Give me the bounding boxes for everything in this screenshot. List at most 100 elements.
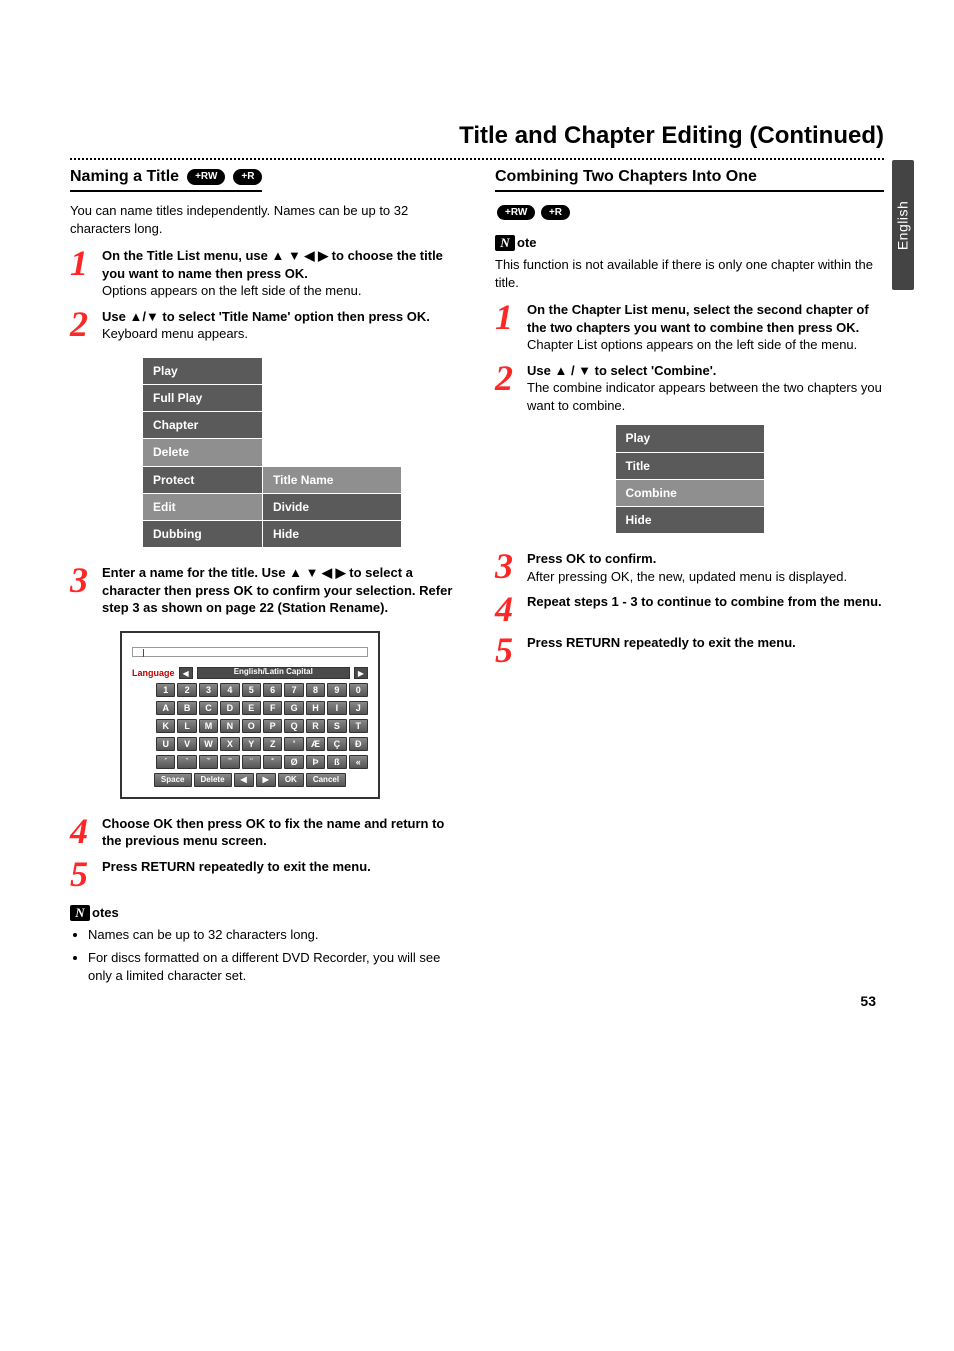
key[interactable]: L (177, 719, 196, 733)
lang-right-button[interactable]: ▶ (354, 667, 368, 679)
menu-item-hide[interactable]: Hide (615, 506, 764, 533)
keyboard-right-button[interactable]: ▶ (256, 773, 276, 787)
key[interactable]: J (349, 701, 368, 715)
step-body: Press RETURN repeatedly to exit the menu… (102, 858, 459, 876)
key[interactable]: 9 (327, 683, 346, 697)
step-body: Enter a name for the title. Use ▲ ▼ ◀ ▶ … (102, 564, 459, 617)
key[interactable]: C (199, 701, 218, 715)
key[interactable]: H (306, 701, 325, 715)
submenu-divide[interactable]: Divide (263, 493, 402, 520)
key[interactable]: 7 (284, 683, 303, 697)
key[interactable]: V (177, 737, 196, 751)
step-bold: Press RETURN repeatedly to exit the menu… (527, 635, 796, 650)
key[interactable]: ß (327, 755, 346, 769)
menu-item-full-play[interactable]: Full Play (143, 385, 263, 412)
key[interactable]: Ð (349, 737, 368, 751)
key[interactable]: 2 (177, 683, 196, 697)
key[interactable]: T (349, 719, 368, 733)
step-bold: Use ▲/▼ to select 'Title Name' option th… (102, 309, 430, 324)
key[interactable]: S (327, 719, 346, 733)
menu-item-chapter[interactable]: Chapter (143, 412, 263, 439)
step-text: After pressing OK, the new, updated menu… (527, 569, 847, 584)
key[interactable]: M (199, 719, 218, 733)
key[interactable]: W (199, 737, 218, 751)
key[interactable]: F (263, 701, 282, 715)
key[interactable]: 1 (156, 683, 175, 697)
key[interactable]: 0 (349, 683, 368, 697)
keyboard-cancel-button[interactable]: Cancel (306, 773, 346, 787)
naming-title-heading: Naming a Title +RW +R (70, 164, 262, 192)
note-heading-text: ote (517, 234, 537, 252)
key[interactable]: E (242, 701, 261, 715)
step-number-icon: 3 (70, 564, 94, 596)
key[interactable]: « (349, 755, 368, 769)
lang-left-button[interactable]: ◀ (179, 667, 193, 679)
menu-item-combine[interactable]: Combine (615, 479, 764, 506)
key[interactable]: K (156, 719, 175, 733)
left-step-1: 1 On the Title List menu, use ▲ ▼ ◀ ▶ to… (70, 247, 459, 300)
left-step-4: 4 Choose OK then press OK to fix the nam… (70, 815, 459, 850)
key[interactable]: P (263, 719, 282, 733)
menu-item-title[interactable]: Title (615, 452, 764, 479)
step-number-icon: 2 (495, 362, 519, 394)
key[interactable]: 6 (263, 683, 282, 697)
key[interactable]: Z (263, 737, 282, 751)
key[interactable]: R (306, 719, 325, 733)
keyboard-left-button[interactable]: ◀ (234, 773, 254, 787)
keyboard-input-slot[interactable] (132, 647, 368, 657)
keyboard-panel: Language ◀ English/Latin Capital ▶ 12345… (120, 631, 380, 799)
key[interactable]: G (284, 701, 303, 715)
step-body: Press OK to confirm. After pressing OK, … (527, 550, 884, 585)
step-number-icon: 1 (70, 247, 94, 279)
step-body: On the Chapter List menu, select the sec… (527, 301, 884, 354)
step-bold: Press RETURN repeatedly to exit the menu… (102, 859, 371, 874)
key[interactable]: ¨ (242, 755, 261, 769)
key[interactable]: N (220, 719, 239, 733)
keyboard-ok-button[interactable]: OK (278, 773, 304, 787)
step-body: Repeat steps 1 - 3 to continue to combin… (527, 593, 884, 611)
step-number-icon: 4 (495, 593, 519, 625)
key[interactable]: ' (284, 737, 303, 751)
menu-item-play[interactable]: Play (615, 425, 764, 452)
notes-heading: N otes (70, 904, 459, 922)
menu-item-protect[interactable]: Protect (143, 466, 263, 493)
key[interactable]: D (220, 701, 239, 715)
key[interactable]: ´ (156, 755, 175, 769)
key[interactable]: 4 (220, 683, 239, 697)
key[interactable]: 8 (306, 683, 325, 697)
menu-item-dubbing[interactable]: Dubbing (143, 520, 263, 547)
key[interactable]: A (156, 701, 175, 715)
language-mode: English/Latin Capital (197, 667, 350, 679)
submenu-hide[interactable]: Hide (263, 520, 402, 547)
key[interactable]: 3 (199, 683, 218, 697)
key[interactable]: ` (177, 755, 196, 769)
key[interactable]: X (220, 737, 239, 751)
key[interactable]: U (156, 737, 175, 751)
key[interactable]: I (327, 701, 346, 715)
badge-r: +R (233, 169, 262, 185)
menu-item-edit[interactable]: Edit (143, 493, 263, 520)
key[interactable]: ˜ (220, 755, 239, 769)
key[interactable]: Ç (327, 737, 346, 751)
key[interactable]: ˇ (199, 755, 218, 769)
key[interactable]: Ø (284, 755, 303, 769)
note-item: For discs formatted on a different DVD R… (88, 949, 459, 984)
key[interactable]: Y (242, 737, 261, 751)
step-number-icon: 1 (495, 301, 519, 333)
keyboard-delete-button[interactable]: Delete (194, 773, 232, 787)
key[interactable]: ˚ (263, 755, 282, 769)
key[interactable]: Q (284, 719, 303, 733)
key[interactable]: Æ (306, 737, 325, 751)
submenu-title-name[interactable]: Title Name (263, 466, 402, 493)
menu-item-delete[interactable]: Delete (143, 439, 263, 466)
key[interactable]: B (177, 701, 196, 715)
key[interactable]: Þ (306, 755, 325, 769)
step-body: Choose OK then press OK to fix the name … (102, 815, 459, 850)
keyboard-space-button[interactable]: Space (154, 773, 192, 787)
note-icon: N (495, 235, 515, 251)
note-icon: N (70, 905, 90, 921)
key[interactable]: 5 (242, 683, 261, 697)
keyboard-row-1: 1234567890 (156, 683, 368, 697)
key[interactable]: O (242, 719, 261, 733)
menu-item-play[interactable]: Play (143, 357, 263, 384)
